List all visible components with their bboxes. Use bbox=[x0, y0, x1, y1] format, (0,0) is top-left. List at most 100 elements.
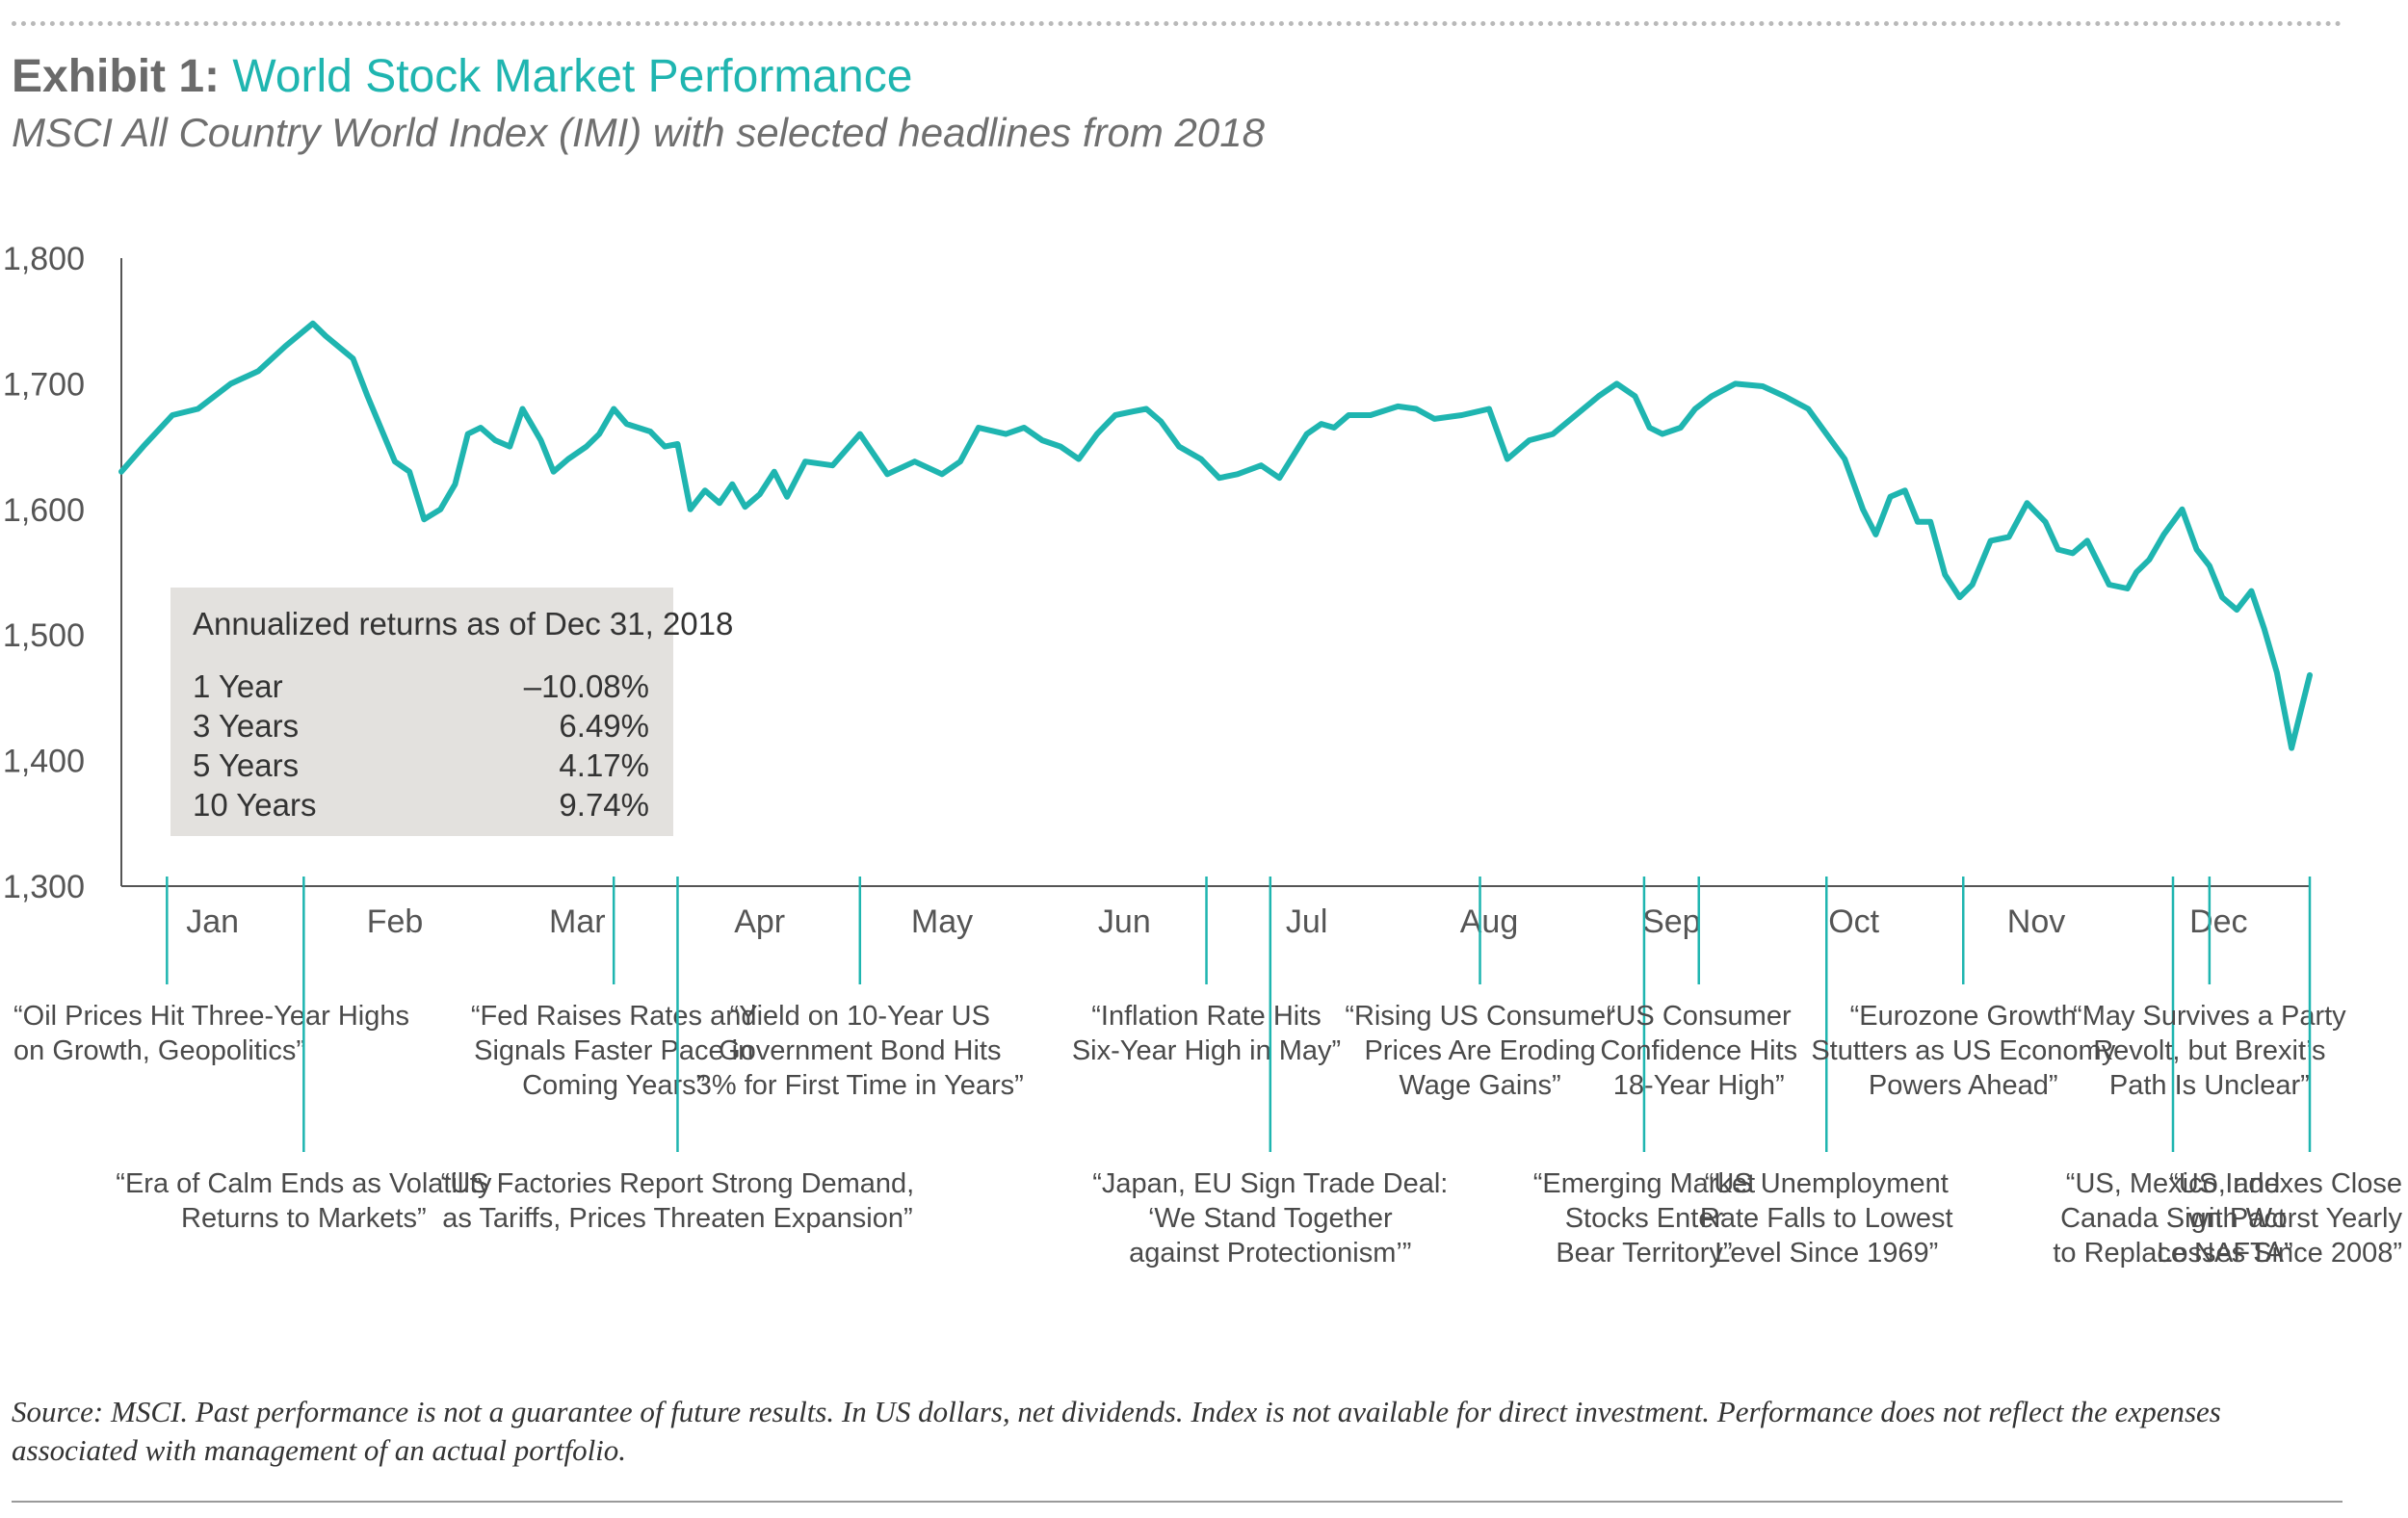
data-point bbox=[1459, 412, 1465, 418]
y-tick-label: 1,300 bbox=[3, 869, 85, 905]
data-point bbox=[228, 380, 234, 386]
data-point bbox=[1647, 425, 1653, 431]
data-point bbox=[1486, 406, 1492, 411]
data-point bbox=[884, 471, 890, 477]
headline-text: “Oil Prices Hit Three-Year Highs bbox=[13, 1001, 409, 1032]
data-point bbox=[1505, 457, 1510, 462]
data-point bbox=[406, 469, 412, 475]
data-point bbox=[1902, 487, 1908, 493]
x-axis: Jan Feb Mar Apr May Jun Jul Aug Sep Oct Nov Dec bbox=[121, 885, 2310, 940]
returns-period: 3 Years bbox=[193, 708, 299, 744]
data-point bbox=[1842, 457, 1847, 462]
data-point bbox=[2248, 589, 2254, 594]
data-point bbox=[912, 458, 918, 464]
data-point bbox=[2274, 669, 2280, 675]
data-point bbox=[2307, 672, 2313, 678]
returns-box: Annualized returns as of Dec 31, 2018 1 Y… bbox=[170, 588, 733, 836]
month-label-dec: Dec bbox=[2189, 903, 2247, 940]
data-point bbox=[857, 432, 863, 437]
data-point bbox=[1395, 404, 1400, 409]
headline-text: “US Consumer bbox=[1607, 1001, 1792, 1032]
month-label-jul: Jul bbox=[1286, 903, 1327, 940]
data-point bbox=[392, 458, 398, 464]
source-note: Source: MSCI. Past performance is not a … bbox=[12, 1395, 2221, 1467]
data-point bbox=[437, 507, 443, 512]
data-point bbox=[492, 437, 498, 443]
data-point bbox=[323, 333, 328, 339]
data-point bbox=[1258, 462, 1264, 468]
data-point bbox=[1692, 406, 1698, 411]
headline-text: Confidence Hits bbox=[1600, 1035, 1797, 1066]
data-point bbox=[1331, 425, 1337, 431]
headline-text: “Inflation Rate Hits bbox=[1091, 1001, 1322, 1032]
data-point bbox=[507, 444, 512, 450]
data-point bbox=[1346, 412, 1351, 418]
data-point bbox=[688, 507, 694, 512]
returns-box-title: Annualized returns as of Dec 31, 2018 bbox=[193, 606, 733, 641]
data-point bbox=[2180, 507, 2185, 512]
data-point bbox=[1217, 475, 1222, 481]
data-point bbox=[1942, 572, 1948, 578]
month-label-may: May bbox=[911, 903, 973, 940]
data-point bbox=[365, 393, 371, 399]
headline-text: Powers Ahead” bbox=[1869, 1070, 2058, 1101]
data-point bbox=[717, 500, 722, 506]
data-point bbox=[196, 406, 200, 411]
headline-text: ‘We Stand Together bbox=[1148, 1203, 1393, 1234]
data-point bbox=[520, 406, 525, 411]
data-point bbox=[1094, 432, 1100, 437]
data-point bbox=[1915, 519, 1921, 525]
returns-value: –10.08% bbox=[524, 668, 649, 704]
line-chart: 1,300 1,400 1,500 1,600 1,700 1,800 Jan Feb Mar… bbox=[3, 241, 2403, 1269]
data-point bbox=[2133, 569, 2139, 575]
month-label-sep: Sep bbox=[1642, 903, 1701, 940]
returns-period: 1 Year bbox=[193, 668, 283, 704]
data-point bbox=[1872, 532, 1878, 537]
month-label-nov: Nov bbox=[2007, 903, 2065, 940]
series-group bbox=[118, 320, 2313, 751]
headline-text: “US Factories Report Strong Demand, bbox=[441, 1168, 915, 1199]
headline-text: Wage Gains” bbox=[1399, 1070, 1560, 1101]
data-point bbox=[1304, 432, 1310, 437]
data-point bbox=[675, 441, 680, 447]
headline-text: Prices Are Eroding bbox=[1364, 1035, 1595, 1066]
headline-text: “Yield on 10-Year US bbox=[730, 1001, 990, 1032]
top-dotted-rule bbox=[12, 21, 2343, 26]
data-point bbox=[1860, 507, 1866, 512]
data-point bbox=[351, 355, 355, 361]
data-point bbox=[538, 437, 543, 443]
data-point bbox=[2006, 535, 2012, 539]
data-point bbox=[465, 432, 471, 437]
y-axis: 1,300 1,400 1,500 1,600 1,700 1,800 bbox=[3, 241, 122, 905]
headline-text: Stocks Enter bbox=[1565, 1203, 1724, 1234]
data-point bbox=[2070, 550, 2076, 556]
data-point bbox=[141, 444, 146, 450]
returns-period: 5 Years bbox=[193, 747, 299, 783]
data-point bbox=[2107, 582, 2112, 588]
headline-text: Path Is Unclear” bbox=[2109, 1070, 2310, 1101]
headline-text: against Protectionism’” bbox=[1129, 1238, 1411, 1269]
headline-text: on Growth, Geopolitics” bbox=[13, 1035, 305, 1066]
data-point bbox=[1058, 444, 1063, 450]
headline-text: Revolt, but Brexit’s bbox=[2093, 1035, 2325, 1066]
data-point bbox=[729, 482, 735, 487]
headline-text: Six-Year High in May” bbox=[1072, 1035, 1341, 1066]
data-point bbox=[453, 482, 458, 487]
month-label-aug: Aug bbox=[1460, 903, 1519, 940]
data-point bbox=[1578, 408, 1584, 414]
data-point bbox=[829, 462, 835, 468]
headline-text: Government Bond Hits bbox=[719, 1035, 1001, 1066]
headline-text: Level Since 1969” bbox=[1714, 1238, 1938, 1269]
data-point bbox=[282, 343, 288, 349]
data-point bbox=[2194, 547, 2200, 552]
month-label-feb: Feb bbox=[367, 903, 424, 940]
data-point bbox=[1633, 393, 1637, 399]
data-point bbox=[1888, 494, 1893, 500]
data-point bbox=[1112, 412, 1118, 418]
data-point bbox=[1970, 582, 1976, 588]
data-point bbox=[702, 487, 708, 493]
headline-text: Stutters as US Economy bbox=[1811, 1035, 2115, 1066]
data-point bbox=[647, 429, 653, 434]
data-point bbox=[957, 458, 963, 464]
data-point bbox=[939, 471, 945, 477]
